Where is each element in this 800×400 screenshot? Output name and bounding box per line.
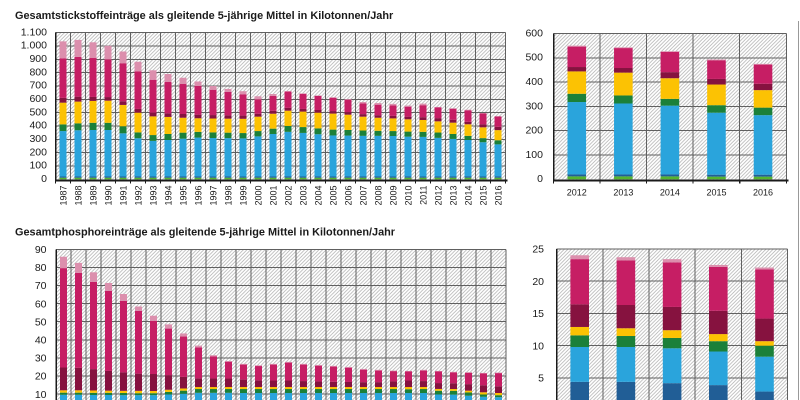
svg-text:15: 15 (532, 308, 544, 320)
svg-text:10: 10 (532, 340, 544, 352)
svg-text:1993: 1993 (148, 186, 158, 206)
svg-text:600: 600 (525, 27, 543, 39)
svg-text:100: 100 (29, 160, 47, 172)
svg-text:40: 40 (35, 335, 47, 347)
svg-text:200: 200 (525, 125, 543, 137)
svg-text:70: 70 (35, 280, 47, 292)
svg-text:2003: 2003 (298, 186, 308, 206)
svg-text:20: 20 (532, 276, 544, 288)
svg-text:2015: 2015 (478, 186, 488, 206)
svg-text:500: 500 (29, 106, 47, 118)
svg-text:400: 400 (29, 120, 47, 132)
svg-text:1992: 1992 (133, 186, 143, 206)
svg-text:25: 25 (532, 244, 544, 256)
svg-text:2013: 2013 (448, 186, 458, 206)
svg-text:2006: 2006 (343, 186, 353, 206)
svg-text:5: 5 (538, 373, 544, 385)
svg-text:100: 100 (525, 149, 543, 161)
svg-text:2008: 2008 (373, 186, 383, 206)
svg-text:1.000: 1.000 (21, 40, 47, 52)
svg-text:2004: 2004 (313, 186, 323, 206)
svg-text:2007: 2007 (358, 186, 368, 206)
svg-text:1990: 1990 (103, 186, 113, 206)
svg-text:2005: 2005 (328, 186, 338, 206)
svg-text:1991: 1991 (118, 186, 128, 206)
svg-text:1988: 1988 (73, 186, 83, 206)
svg-text:1997: 1997 (208, 186, 218, 206)
svg-text:10: 10 (35, 389, 47, 400)
svg-text:50: 50 (35, 316, 47, 328)
svg-text:1987: 1987 (58, 186, 68, 206)
svg-text:800: 800 (29, 66, 47, 78)
svg-text:30: 30 (35, 353, 47, 365)
svg-text:500: 500 (525, 52, 543, 64)
svg-text:1996: 1996 (193, 186, 203, 206)
svg-text:Gesamtstickstoffeinträge als g: Gesamtstickstoffeinträge als gleitende 5… (15, 10, 394, 22)
svg-text:90: 90 (35, 244, 47, 256)
svg-text:20: 20 (35, 371, 47, 383)
svg-text:2010: 2010 (403, 186, 413, 206)
svg-text:300: 300 (29, 133, 47, 145)
svg-text:2016: 2016 (493, 186, 503, 206)
svg-text:1994: 1994 (163, 186, 173, 206)
svg-text:2014: 2014 (463, 186, 473, 206)
svg-text:80: 80 (35, 262, 47, 274)
svg-text:2011: 2011 (418, 186, 428, 205)
svg-text:2012: 2012 (433, 186, 443, 206)
svg-text:1995: 1995 (178, 186, 188, 206)
svg-text:300: 300 (525, 100, 543, 112)
svg-text:2015: 2015 (706, 188, 726, 198)
svg-text:2013: 2013 (613, 188, 633, 198)
svg-text:400: 400 (525, 76, 543, 88)
svg-text:Gesamtphosphoreinträge als gle: Gesamtphosphoreinträge als gleitende 5-j… (15, 226, 396, 238)
svg-text:1999: 1999 (238, 186, 248, 206)
svg-text:1989: 1989 (88, 186, 98, 206)
svg-text:700: 700 (29, 80, 47, 92)
svg-text:2002: 2002 (283, 186, 293, 206)
svg-text:2012: 2012 (567, 188, 587, 198)
svg-text:600: 600 (29, 93, 47, 105)
svg-text:900: 900 (29, 53, 47, 65)
svg-text:0: 0 (41, 173, 47, 185)
svg-text:2014: 2014 (660, 188, 680, 198)
svg-text:60: 60 (35, 298, 47, 310)
svg-text:1998: 1998 (223, 186, 233, 206)
svg-text:2016: 2016 (753, 188, 773, 198)
svg-text:1.100: 1.100 (21, 26, 47, 38)
svg-text:200: 200 (29, 146, 47, 158)
svg-text:0: 0 (537, 173, 543, 185)
svg-text:2009: 2009 (388, 186, 398, 206)
svg-text:2000: 2000 (253, 186, 263, 206)
svg-text:2001: 2001 (268, 186, 278, 206)
